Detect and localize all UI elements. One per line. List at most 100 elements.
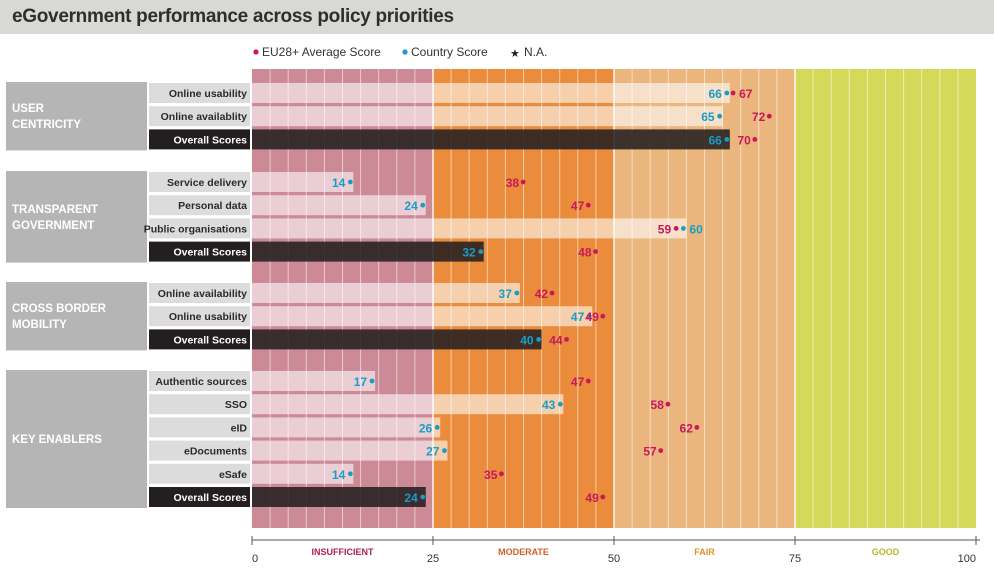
country-value-label: 14 <box>332 176 346 190</box>
data-row: Overall Scores 32 48 <box>149 241 598 262</box>
avg-value-label: 35 <box>484 468 498 482</box>
avg-point <box>585 378 591 384</box>
row-label-bg <box>149 329 250 350</box>
country-value-label: 65 <box>701 110 715 124</box>
row-label: Public organisations <box>144 223 247 235</box>
row-label-bg <box>149 195 250 216</box>
band-label: INSUFFICIENT <box>312 547 375 557</box>
country-point <box>536 337 541 342</box>
avg-value-label: 70 <box>737 133 751 147</box>
row-label: Personal data <box>178 200 247 212</box>
legend-na-label: N.A. <box>524 45 547 59</box>
country-bar <box>252 283 520 303</box>
country-bar <box>252 83 730 103</box>
avg-point <box>658 448 664 453</box>
category-block: USER CENTRICITY <box>6 82 147 151</box>
country-point <box>681 226 686 231</box>
country-bar <box>252 241 484 262</box>
row-label: Online availablity <box>161 111 248 123</box>
avg-point <box>600 494 606 500</box>
avg-point <box>600 313 606 319</box>
country-bar <box>252 218 687 239</box>
row-label-bg <box>149 129 250 150</box>
country-value-label: 24 <box>404 199 418 213</box>
country-value-label: 27 <box>426 445 440 459</box>
avg-point <box>593 249 598 255</box>
row-label-bg <box>149 106 250 127</box>
country-bar <box>252 440 448 461</box>
country-point <box>369 378 375 384</box>
chart-title: eGovernment performance across policy pr… <box>12 6 454 27</box>
data-row: Overall Scores 40 44 <box>149 329 569 350</box>
avg-value-label: 48 <box>578 246 592 260</box>
country-value-label: 26 <box>419 421 433 435</box>
x-tick-label: 0 <box>252 553 258 565</box>
country-point <box>420 494 426 500</box>
category-bg <box>6 282 147 351</box>
avg-value-label: 57 <box>643 445 657 459</box>
category-bg <box>6 370 147 508</box>
avg-point <box>549 290 555 296</box>
legend-avg-label: EU28+ Average Score <box>262 45 381 59</box>
row-label: Authentic sources <box>155 376 247 388</box>
data-row: Service delivery 14 38 <box>149 172 526 192</box>
avg-value-label: 42 <box>535 287 549 301</box>
country-bar <box>252 106 723 127</box>
x-tick-label: 100 <box>958 553 976 565</box>
country-point <box>586 313 592 319</box>
data-row: eSafe 14 35 <box>149 463 504 484</box>
row-label: eSafe <box>219 469 247 481</box>
category-block: TRANSPARENT GOVERNMENT <box>6 171 147 263</box>
country-bar <box>252 487 426 507</box>
x-tick-label: 25 <box>427 553 439 565</box>
avg-value-label: 62 <box>680 421 694 435</box>
category-bg <box>6 82 147 151</box>
data-row: Authentic sources 17 47 <box>149 371 591 391</box>
category-label: TRANSPARENT <box>12 204 98 216</box>
country-bar <box>252 329 542 350</box>
category-label: MOBILITY <box>12 319 67 331</box>
country-value-label: 37 <box>499 287 513 301</box>
country-bar <box>252 129 730 150</box>
row-label-bg <box>149 463 250 484</box>
avg-value-label: 49 <box>585 491 599 505</box>
country-value-label: 47 <box>571 310 585 324</box>
row-label: Online availability <box>158 288 247 300</box>
row-label-bg <box>149 417 250 438</box>
data-row: Online usability 47 49 <box>149 306 606 327</box>
avg-point <box>520 179 526 185</box>
category-label: KEY ENABLERS <box>12 434 102 446</box>
row-label: Online usability <box>169 88 247 100</box>
avg-point <box>673 226 679 231</box>
country-value-label: 17 <box>354 375 368 389</box>
legend-avg-marker <box>253 49 259 55</box>
band-label: GOOD <box>872 547 900 557</box>
country-point <box>514 290 520 296</box>
country-bar <box>252 463 354 484</box>
row-label-bg <box>149 371 250 391</box>
country-bar <box>252 195 426 216</box>
avg-point <box>766 113 772 119</box>
band-label: MODERATE <box>498 547 549 557</box>
country-value-label: 40 <box>520 333 534 347</box>
avg-point <box>752 137 758 142</box>
data-row: Public organisations 59 60 <box>144 218 703 239</box>
avg-value-label: 38 <box>506 176 520 190</box>
row-label: Overall Scores <box>173 334 247 346</box>
category-label: CROSS BORDER <box>12 303 107 315</box>
row-label: SSO <box>225 399 247 411</box>
avg-value-label: 47 <box>571 375 585 389</box>
data-row: Personal data 24 47 <box>149 195 591 216</box>
avg-value-label: 49 <box>585 310 599 324</box>
country-point <box>724 137 730 142</box>
row-label-bg <box>149 306 250 327</box>
country-bar <box>252 306 593 327</box>
avg-point <box>585 202 591 208</box>
legend-country-label: Country Score <box>411 45 488 59</box>
data-row: SSO 43 58 <box>149 394 671 415</box>
data-row: Online availablity 65 72 <box>149 106 772 127</box>
avg-value-label: 44 <box>549 333 563 347</box>
country-point <box>478 249 484 255</box>
row-label-bg <box>149 83 250 103</box>
